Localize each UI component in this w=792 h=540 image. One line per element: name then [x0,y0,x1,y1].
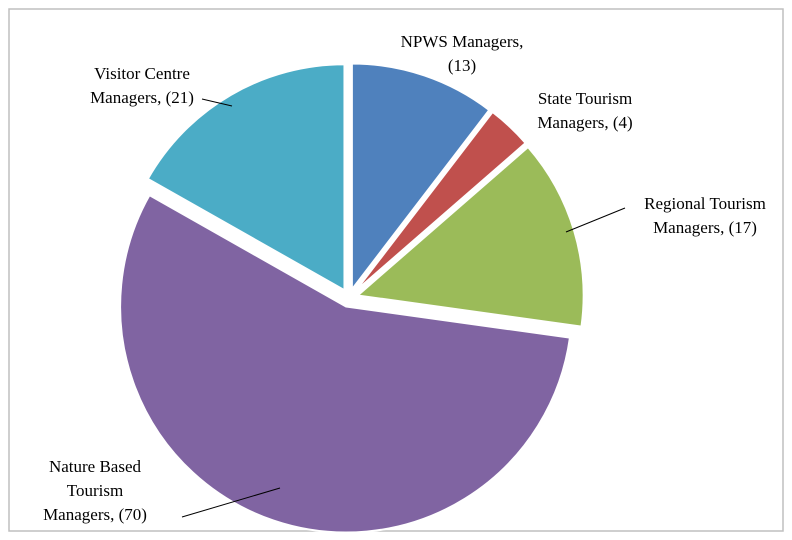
pie-slice [355,145,585,328]
pie-slice [146,63,346,292]
pie-slice [350,62,491,293]
slice-label: Visitor Centre [94,64,190,83]
slice-label: NPWS Managers, [401,32,524,51]
slice-label: Regional Tourism [644,194,766,213]
pie-slice [119,193,572,534]
slice-label: Nature Based [49,457,142,476]
leader-line [181,487,281,518]
slice-label: State Tourism [538,89,632,108]
slice-label: Managers, (21) [90,88,194,107]
slice-label: (13) [448,56,476,75]
slice-label: Managers, (70) [43,505,147,524]
slice-label: Tourism [67,481,123,500]
slice-label: Managers, (4) [537,113,632,132]
leader-line [565,207,626,233]
leader-line [201,98,233,107]
pie-slice [354,110,528,293]
slice-label: Managers, (17) [653,218,757,237]
